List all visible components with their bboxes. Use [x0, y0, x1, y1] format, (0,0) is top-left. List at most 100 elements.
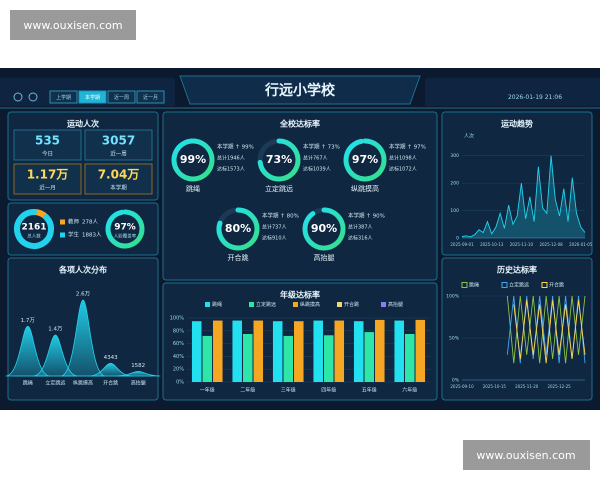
gauge-name: 高抬腿 [314, 253, 335, 262]
legend-label: 学生 [68, 231, 80, 239]
x-tick-label: 高抬腿 [131, 380, 146, 387]
area-peak [60, 299, 106, 377]
legend-label: 纵跳摸高 [300, 301, 320, 308]
gauge-value: 90% [311, 222, 337, 235]
legend-label: 开合跳 [344, 301, 359, 308]
tab[interactable] [49, 90, 78, 104]
panel-title: 全校达标率 [279, 119, 320, 129]
tab[interactable] [136, 90, 165, 104]
y-tick-label: 200 [450, 181, 459, 187]
y-tick-label: 40% [173, 354, 184, 360]
legend-label: 立定跳远 [256, 301, 276, 308]
legend-label: 高抬腿 [388, 301, 403, 308]
legend-value: 278人 [82, 219, 98, 226]
header-title: 行远小学校 [264, 82, 336, 99]
value-label: 1.7万 [21, 317, 36, 324]
x-tick-label: 一年级 [200, 387, 215, 394]
value-label: 1.4万 [48, 326, 63, 333]
bar [323, 335, 334, 382]
tab[interactable] [107, 90, 136, 104]
bar [213, 320, 223, 382]
legend-swatch [381, 302, 386, 307]
tab-label: 本学期 [85, 94, 100, 101]
legend-label: 跳绳 [469, 282, 479, 289]
x-tick-label: 2025-11-20 [515, 384, 539, 389]
legend-swatch [541, 282, 548, 288]
count-box [13, 163, 82, 195]
panel [162, 111, 438, 281]
legend-swatch [60, 232, 65, 238]
gauge-note: 本学期 ↑ 90% [348, 212, 385, 220]
gauge-note: 总计767人 [303, 155, 328, 162]
area-peak [116, 370, 161, 377]
panel-title: 历史达标率 [497, 265, 537, 275]
donut-total: 2161 [21, 223, 46, 233]
gauge-note: 达标316人 [348, 235, 373, 242]
legend-label: 教师 [68, 218, 80, 226]
value-label: 4343 [104, 355, 118, 361]
x-tick-label: 2025-12-08 [539, 242, 563, 247]
tab-label: 近一月 [143, 94, 158, 101]
legend-swatch [501, 282, 508, 288]
legend-swatch [337, 302, 342, 307]
tab-label: 上学期 [56, 94, 71, 101]
y-tick-label: 80% [173, 328, 184, 334]
gauge-name: 纵跳摸高 [351, 184, 379, 193]
panel-title: 运动趋势 [501, 119, 533, 129]
legend-swatch [249, 302, 254, 307]
count-label: 本学期 [110, 184, 127, 192]
gauge-note: 本学期 ↑ 99% [217, 143, 254, 151]
x-tick-label: 纵跳摸高 [73, 380, 93, 387]
x-tick-label: 2025-09-10 [450, 384, 474, 389]
y-tick-label: 100% [446, 294, 460, 300]
gauge-arc [216, 207, 260, 251]
home-icon[interactable] [13, 92, 23, 102]
y-tick-label: 50% [449, 336, 460, 342]
y-tick-label: 100% [170, 316, 185, 322]
watermark: www.ouxisen.com [23, 19, 122, 32]
count-label: 近一月 [39, 184, 56, 192]
gauge-arc [343, 138, 387, 182]
bar [191, 321, 202, 382]
gauge-note: 总计387人 [348, 224, 373, 231]
gauge-arc [257, 138, 301, 182]
count-value: 1.17万 [27, 168, 69, 182]
legend-swatch [293, 302, 298, 307]
tab[interactable] [78, 90, 107, 104]
line-series [461, 155, 586, 238]
value-label: 1582 [131, 363, 145, 369]
y-tick-label: 0 [456, 236, 459, 242]
x-tick-label: 2025-11-10 [510, 242, 534, 247]
bar [394, 320, 404, 382]
line-series [513, 300, 586, 364]
count-box [13, 129, 82, 161]
bar [364, 332, 375, 382]
back-icon[interactable] [28, 92, 38, 102]
x-tick-label: 六年级 [402, 387, 417, 394]
bar [415, 319, 426, 382]
x-tick-label: 2025-10-13 [480, 242, 504, 247]
x-tick-label: 立定跳远 [45, 380, 65, 387]
value-label: 2.6万 [76, 291, 91, 298]
y-tick-label: 100 [450, 208, 459, 214]
gauge-value: 97% [352, 153, 378, 166]
gauge-value: 97% [114, 223, 136, 233]
gauge-note: 本学期 ↑ 73% [303, 143, 340, 151]
y-axis-label: 人次 [464, 133, 474, 140]
x-tick-label: 二年级 [240, 387, 255, 394]
gauge-value: 73% [266, 153, 292, 166]
bar [272, 321, 283, 382]
gauge-arc [302, 207, 346, 251]
gauge-value: 99% [180, 153, 206, 166]
donut-label: 总人数 [27, 233, 41, 240]
bar [232, 320, 242, 382]
x-tick-label: 跳绳 [23, 380, 33, 387]
legend-value: 1883人 [82, 232, 102, 239]
bar [202, 335, 213, 382]
gauge-arc [171, 138, 215, 182]
gauge-note: 总计1098人 [389, 155, 417, 162]
panel-title: 运动人次 [67, 119, 99, 129]
y-tick-label: 0% [452, 378, 460, 384]
gauge-note: 总计737人 [262, 224, 287, 231]
